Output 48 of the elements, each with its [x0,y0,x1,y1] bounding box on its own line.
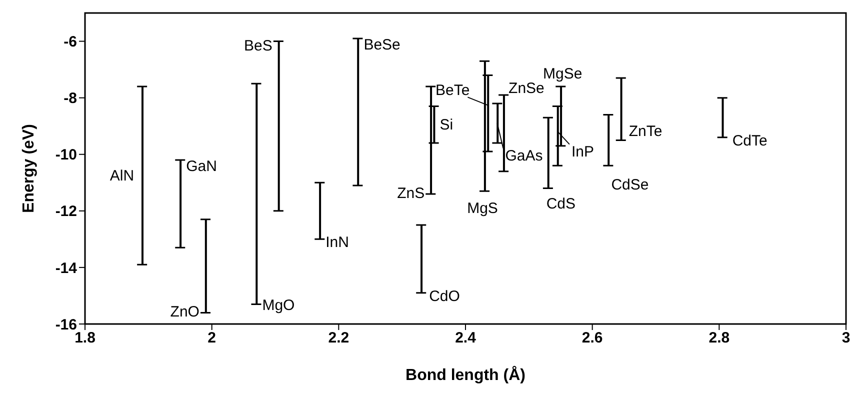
x-tick-label: 2 [208,330,216,347]
y-tick-label: -10 [55,146,77,164]
annotation: MgO [262,297,295,314]
annotation: InN [326,234,349,252]
x-axis-title: Bond length (Å) [406,365,526,384]
annotation: BeTe [435,82,470,100]
y-tick-label: -16 [55,316,77,334]
x-tick-label: 2.8 [708,330,730,347]
y-tick-label: -6 [64,34,77,51]
x-tick-label: 2.2 [328,330,350,347]
annotation: CdO [429,288,460,305]
annotation: BeS [244,37,272,54]
bar [204,219,207,313]
annotation: Si [440,116,454,134]
y-tick-label: -12 [55,203,77,220]
bar [420,225,423,293]
annotation: AlN [110,168,134,185]
annotation: ZnS [397,184,425,202]
x-tick-label: 2.4 [455,330,477,347]
bar [496,103,499,144]
annotation: GaN [186,158,217,176]
bar [278,41,280,211]
bar [722,98,724,138]
x-tick-label: 3 [842,330,850,347]
annotation: InP [571,143,594,160]
annotation: CdTe [732,132,768,150]
bar [608,114,610,166]
annotation: ZnO [170,304,200,321]
y-axis-title: Energy (eV) [20,124,38,213]
bar [502,94,505,172]
annotation: ZnTe [628,123,662,140]
x-tick-label: 1.8 [74,330,96,347]
annotation: CdSe [611,176,649,194]
bar [180,160,182,248]
annotation: BeSe [364,36,400,54]
bar [319,182,322,240]
bar [547,118,550,188]
bar [620,78,622,140]
annotation: ZnSe [508,80,544,97]
x-tick-label: 2.6 [582,330,603,347]
y-tick-label: -14 [55,260,78,277]
annotation: CdS [546,195,576,212]
bar [141,86,144,265]
y-tick-label: -8 [64,90,77,108]
bar [256,84,258,304]
annotation: MgS [467,200,498,218]
annotation: MgSe [543,66,582,83]
annotation: GaAs [505,147,543,164]
